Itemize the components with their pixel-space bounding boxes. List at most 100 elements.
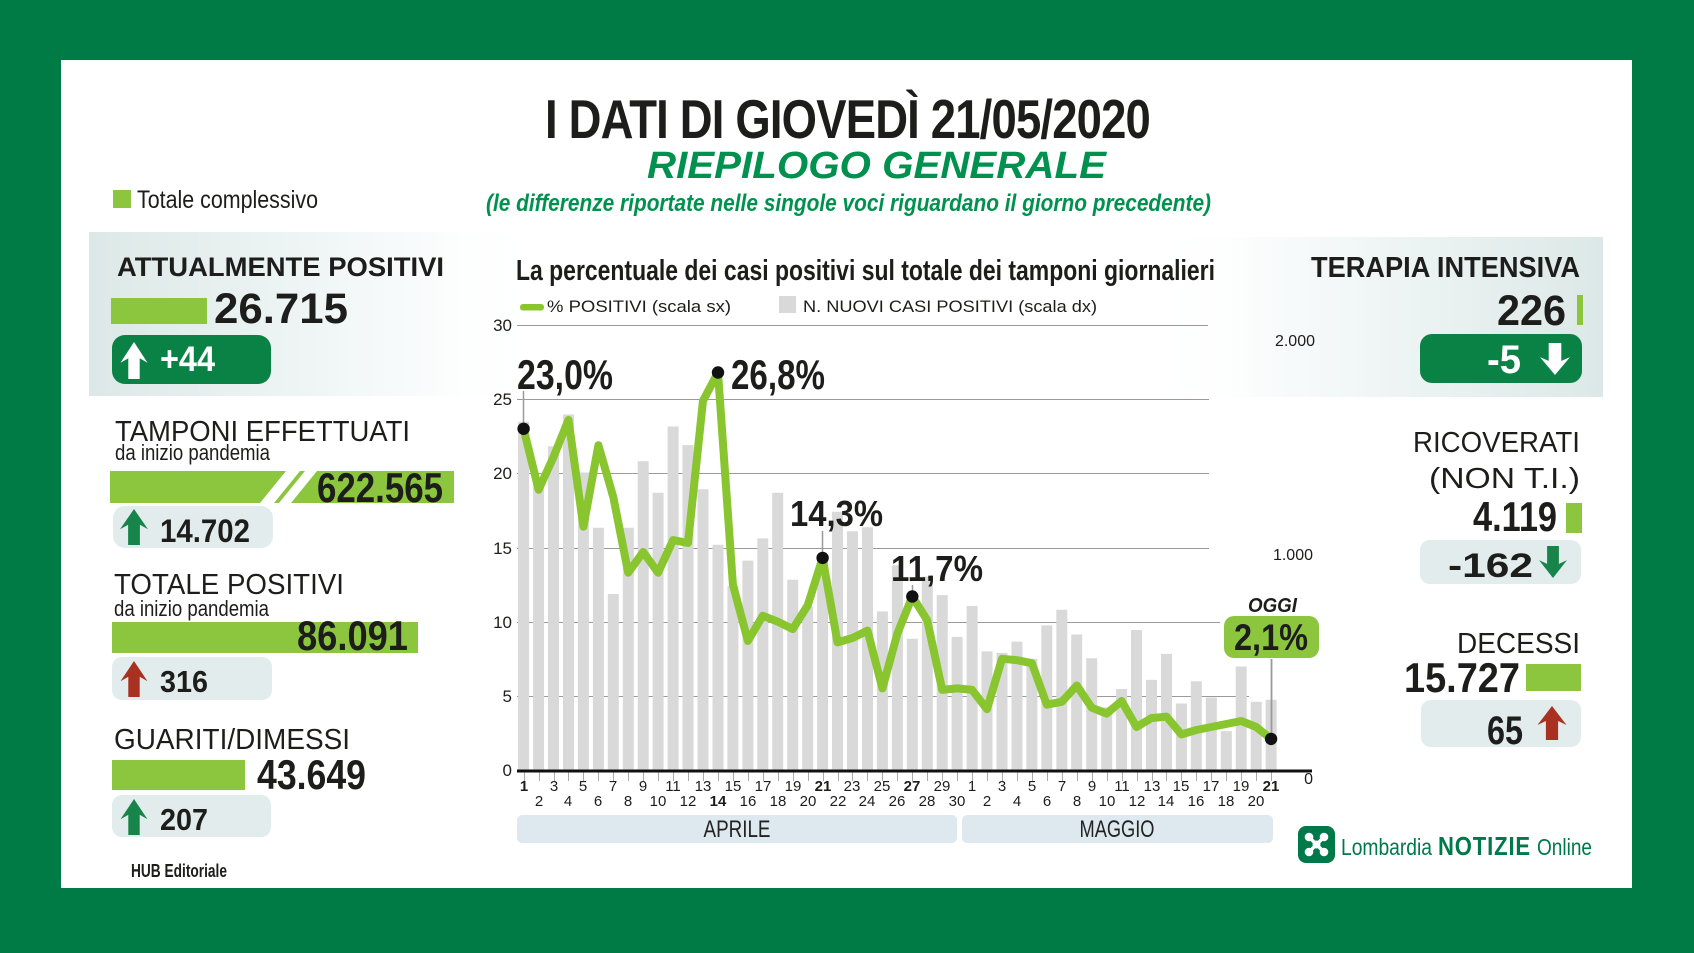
svg-text:226: 226 <box>1497 287 1566 335</box>
svg-text:TAMPONI EFFETTUATI: TAMPONI EFFETTUATI <box>115 416 410 448</box>
svg-text:TOTALE POSITIVI: TOTALE POSITIVI <box>114 569 344 601</box>
svg-text:17: 17 <box>1203 778 1220 795</box>
svg-text:21: 21 <box>815 778 832 795</box>
svg-text:11: 11 <box>1114 778 1130 795</box>
svg-text:26.715: 26.715 <box>214 285 348 333</box>
svg-text:207: 207 <box>160 802 208 837</box>
svg-text:5: 5 <box>1028 778 1036 795</box>
svg-text:25: 25 <box>874 778 891 795</box>
svg-text:43.649: 43.649 <box>257 751 366 798</box>
svg-text:14.702: 14.702 <box>160 513 250 549</box>
svg-text:5: 5 <box>579 778 587 795</box>
svg-text:10: 10 <box>1099 793 1116 810</box>
svg-text:9: 9 <box>639 778 647 795</box>
svg-text:(le differenze riportate nelle: (le differenze riportate nelle singole v… <box>486 190 1211 217</box>
svg-text:13: 13 <box>1144 778 1161 795</box>
svg-text:(NON T.I.): (NON T.I.) <box>1429 463 1580 495</box>
svg-text:622.565: 622.565 <box>317 464 443 511</box>
svg-text:1.000: 1.000 <box>1273 547 1313 564</box>
svg-text:11,7%: 11,7% <box>891 548 983 589</box>
svg-text:+44: +44 <box>160 340 215 379</box>
svg-text:DECESSI: DECESSI <box>1457 628 1580 660</box>
svg-text:29: 29 <box>934 778 951 795</box>
svg-text:OGGI: OGGI <box>1248 595 1297 617</box>
svg-text:30: 30 <box>949 793 966 810</box>
svg-text:La percentuale dei casi positi: La percentuale dei casi positivi sul tot… <box>516 255 1215 287</box>
svg-text:15: 15 <box>493 539 512 558</box>
svg-text:15.727: 15.727 <box>1404 654 1520 701</box>
svg-text:RICOVERATI: RICOVERATI <box>1413 427 1580 459</box>
svg-text:26,8%: 26,8% <box>731 351 825 398</box>
svg-text:0: 0 <box>503 761 512 780</box>
svg-text:18: 18 <box>1218 793 1235 810</box>
svg-text:4: 4 <box>564 793 572 810</box>
svg-text:APRILE: APRILE <box>704 816 771 843</box>
svg-text:30: 30 <box>493 316 512 335</box>
svg-text:65: 65 <box>1487 709 1523 753</box>
svg-text:20: 20 <box>493 464 512 483</box>
svg-text:18: 18 <box>770 793 787 810</box>
svg-text:da inizio pandemia: da inizio pandemia <box>115 440 271 465</box>
svg-text:8: 8 <box>624 793 632 810</box>
svg-text:2,1%: 2,1% <box>1234 617 1308 658</box>
svg-text:NOTIZIE: NOTIZIE <box>1438 831 1531 861</box>
svg-text:24: 24 <box>859 793 876 810</box>
svg-text:19: 19 <box>1233 778 1250 795</box>
svg-text:RIEPILOGO GENERALE: RIEPILOGO GENERALE <box>647 145 1108 187</box>
svg-text:28: 28 <box>919 793 936 810</box>
svg-text:3: 3 <box>550 778 558 795</box>
svg-text:da inizio pandemia: da inizio pandemia <box>114 596 270 621</box>
svg-text:MAGGIO: MAGGIO <box>1080 816 1155 843</box>
svg-text:Lombardia: Lombardia <box>1341 834 1432 860</box>
svg-text:17: 17 <box>755 778 772 795</box>
svg-text:16: 16 <box>1188 793 1205 810</box>
svg-text:7: 7 <box>609 778 617 795</box>
svg-text:14: 14 <box>1158 793 1175 810</box>
svg-text:6: 6 <box>1043 793 1051 810</box>
svg-text:-5: -5 <box>1487 338 1521 382</box>
svg-text:15: 15 <box>1173 778 1190 795</box>
svg-text:13: 13 <box>695 778 712 795</box>
svg-text:0: 0 <box>1304 771 1313 788</box>
svg-text:HUB Editoriale: HUB Editoriale <box>131 861 227 881</box>
svg-text:Totale complessivo: Totale complessivo <box>137 186 318 214</box>
svg-text:10: 10 <box>650 793 667 810</box>
svg-text:316: 316 <box>160 664 208 699</box>
svg-text:TERAPIA INTENSIVA: TERAPIA INTENSIVA <box>1311 252 1580 284</box>
svg-text:11: 11 <box>665 778 681 795</box>
svg-text:19: 19 <box>785 778 802 795</box>
svg-text:5: 5 <box>503 687 512 706</box>
svg-text:ATTUALMENTE POSITIVI: ATTUALMENTE POSITIVI <box>117 252 444 282</box>
svg-text:I DATI DI GIOVEDÌ 21/05/2020: I DATI DI GIOVEDÌ 21/05/2020 <box>545 88 1150 150</box>
svg-text:10: 10 <box>493 613 512 632</box>
svg-text:22: 22 <box>830 793 847 810</box>
svg-text:3: 3 <box>998 778 1006 795</box>
svg-text:23: 23 <box>844 778 861 795</box>
svg-text:6: 6 <box>594 793 602 810</box>
svg-text:1: 1 <box>968 778 976 795</box>
svg-text:14,3%: 14,3% <box>790 493 883 534</box>
svg-text:15: 15 <box>725 778 742 795</box>
svg-text:20: 20 <box>800 793 817 810</box>
svg-text:26: 26 <box>889 793 906 810</box>
svg-text:4.119: 4.119 <box>1473 493 1557 540</box>
svg-text:2: 2 <box>983 793 991 810</box>
svg-text:2.000: 2.000 <box>1275 333 1315 350</box>
svg-text:12: 12 <box>680 793 697 810</box>
svg-text:23,0%: 23,0% <box>517 351 613 398</box>
svg-text:9: 9 <box>1088 778 1096 795</box>
svg-text:2: 2 <box>535 793 543 810</box>
svg-text:-162: -162 <box>1448 547 1533 585</box>
svg-text:16: 16 <box>740 793 757 810</box>
svg-text:25: 25 <box>493 390 512 409</box>
svg-text:12: 12 <box>1129 793 1146 810</box>
svg-text:N. NUOVI CASI POSITIVI (scala: N. NUOVI CASI POSITIVI (scala dx) <box>803 297 1097 316</box>
svg-text:14: 14 <box>710 793 727 810</box>
svg-text:20: 20 <box>1248 793 1265 810</box>
svg-text:21: 21 <box>1263 778 1280 795</box>
svg-text:86.091: 86.091 <box>297 612 408 659</box>
svg-text:4: 4 <box>1013 793 1021 810</box>
svg-text:GUARITI/DIMESSI: GUARITI/DIMESSI <box>114 724 350 756</box>
svg-text:% POSITIVI (scala sx): % POSITIVI (scala sx) <box>547 297 731 316</box>
svg-text:27: 27 <box>904 778 921 795</box>
